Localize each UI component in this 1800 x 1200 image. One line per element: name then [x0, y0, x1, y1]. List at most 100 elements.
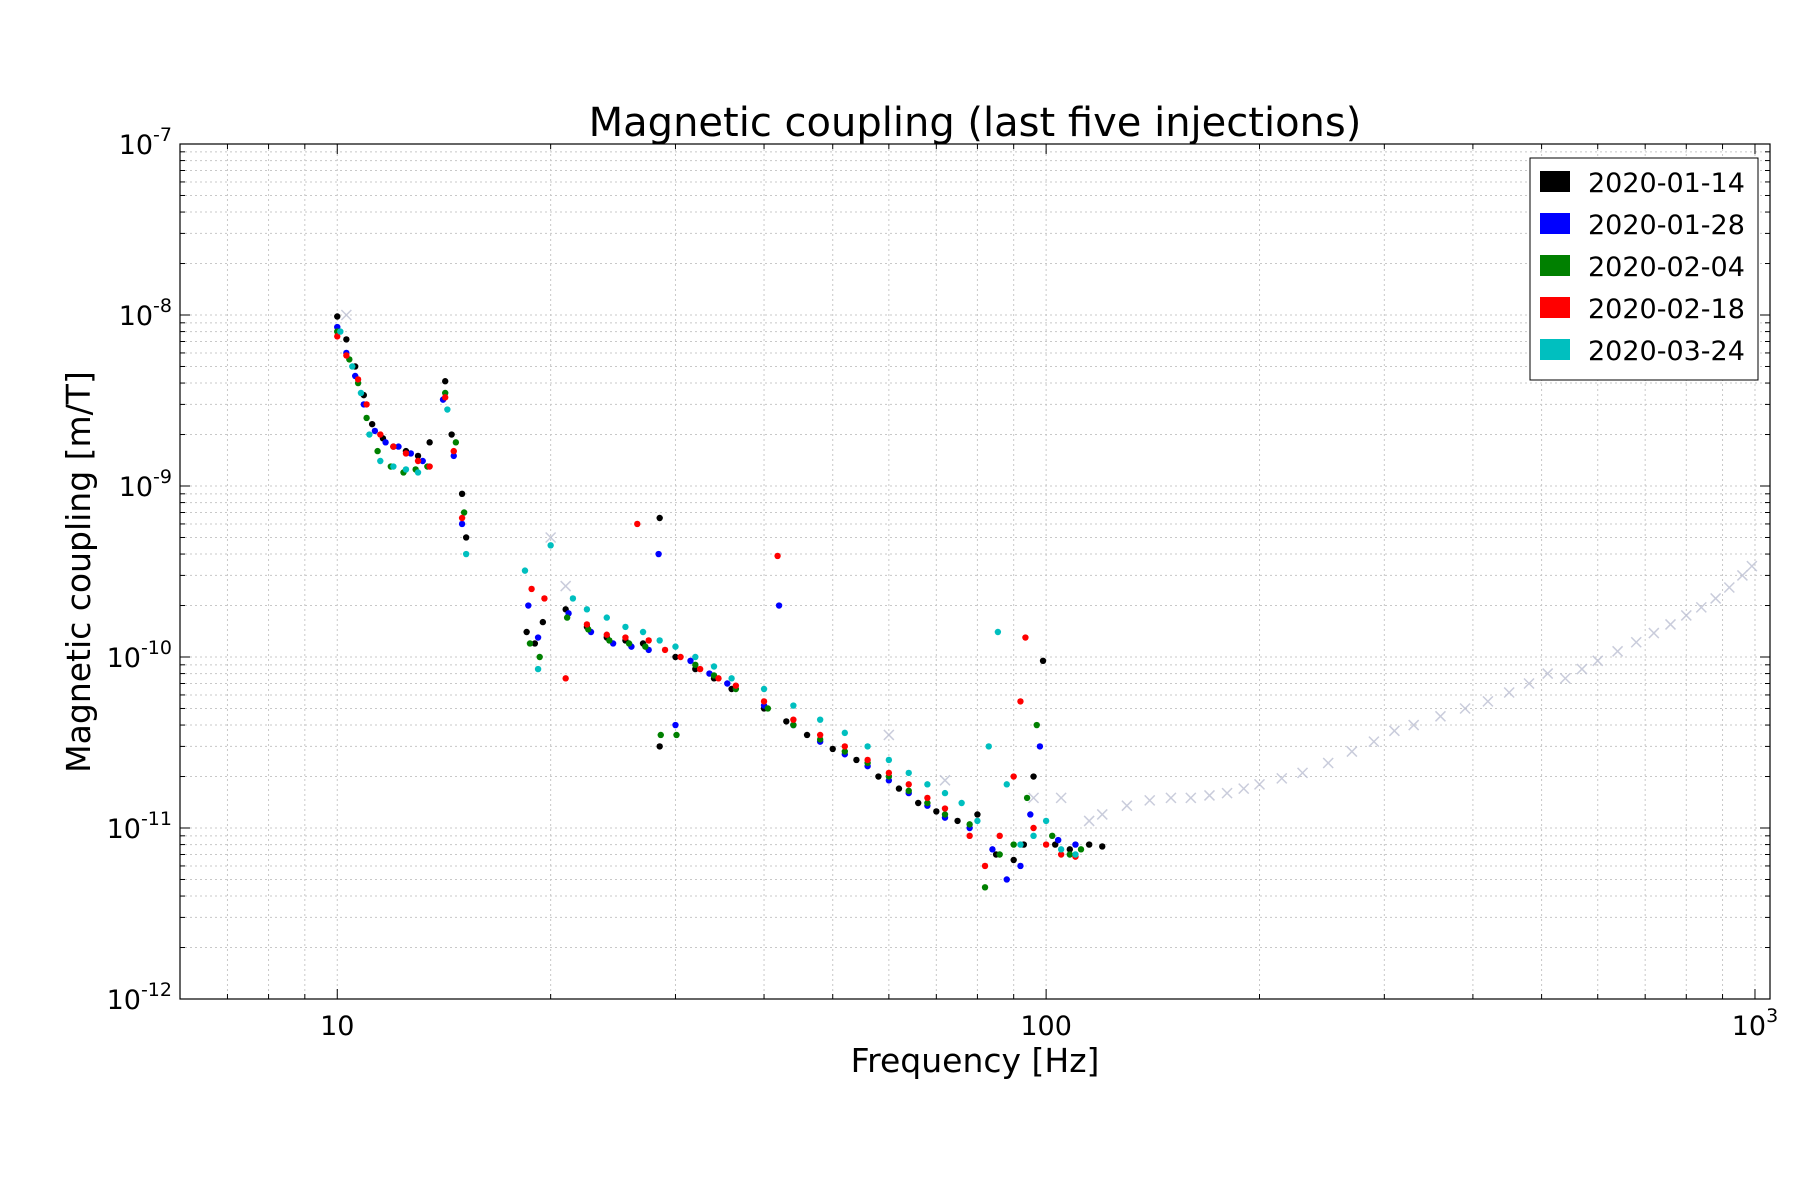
data-point: [885, 756, 893, 764]
data-point: [563, 614, 571, 621]
data-point: [924, 781, 931, 788]
data-point: [382, 439, 389, 446]
legend-swatch: [1540, 255, 1570, 276]
data-point: [941, 805, 949, 812]
data-point: [414, 457, 422, 465]
data-point: [692, 661, 699, 669]
data-point: [974, 811, 981, 818]
data-point: [715, 675, 722, 682]
data-point: [539, 618, 547, 626]
data-point: [374, 447, 381, 455]
data-point: [816, 716, 824, 723]
data-point: [954, 817, 961, 825]
upper-limit-marker: [1695, 601, 1707, 613]
data-point: [1057, 851, 1065, 858]
data-point: [864, 756, 871, 764]
data-point: [732, 682, 740, 689]
data-point: [774, 552, 781, 560]
data-point: [790, 716, 797, 723]
data-point: [569, 595, 577, 602]
data-point: [562, 675, 569, 682]
data-point: [377, 431, 384, 438]
upper-limit-marker: [1576, 663, 1588, 675]
legend-swatch: [1540, 213, 1570, 234]
data-point: [1085, 841, 1093, 848]
data-point: [639, 628, 647, 636]
upper-limit-marker: [560, 580, 572, 592]
data-point: [966, 821, 973, 828]
data-point: [531, 640, 539, 647]
data-point: [354, 376, 362, 383]
data-point: [402, 450, 410, 457]
data-point: [642, 643, 649, 650]
y-tick-label: 10-10: [107, 637, 172, 674]
x-tick-label: 100: [1020, 1011, 1072, 1042]
data-point: [677, 653, 684, 661]
data-point: [760, 685, 768, 693]
data-point: [728, 675, 735, 682]
data-point: [1017, 698, 1024, 705]
data-point: [645, 637, 652, 644]
series-2020-02-18: [334, 333, 1079, 870]
data-point: [366, 431, 373, 438]
legend-label: 2020-03-24: [1588, 336, 1745, 367]
data-point: [363, 401, 370, 408]
data-point: [534, 665, 542, 673]
data-point: [724, 680, 731, 687]
data-point: [450, 447, 457, 455]
data-point: [390, 463, 397, 470]
data-point: [656, 743, 663, 750]
data-point: [462, 550, 470, 558]
upper-limit-marker: [1238, 783, 1250, 795]
y-tick-label: 10-9: [119, 466, 172, 503]
data-point: [994, 628, 1002, 636]
legend-label: 2020-02-18: [1588, 294, 1745, 325]
axis-ticks: [179, 143, 1770, 1000]
data-point: [895, 785, 903, 792]
upper-limit-marker: [1723, 581, 1735, 594]
data-point: [941, 811, 949, 818]
data-point: [924, 799, 931, 807]
legend-label: 2020-02-04: [1588, 252, 1745, 283]
data-point: [395, 443, 402, 450]
data-point: [1052, 841, 1059, 848]
data-point: [1066, 851, 1074, 858]
upper-limit-markers: [340, 309, 1758, 827]
data-point: [687, 657, 694, 665]
upper-limit-marker: [1542, 668, 1554, 680]
data-point: [603, 614, 610, 621]
data-point: [583, 621, 591, 628]
upper-limit-marker: [1612, 645, 1624, 657]
data-point: [349, 363, 356, 370]
data-point: [996, 832, 1003, 840]
data-point: [1027, 811, 1034, 818]
upper-limit-marker: [883, 729, 895, 741]
y-tick-label: 10-8: [119, 295, 172, 332]
data-point: [343, 336, 350, 343]
upper-limit-marker: [340, 309, 352, 321]
data-point: [672, 643, 679, 650]
data-point: [661, 646, 669, 654]
data-point: [547, 542, 554, 549]
data-point: [655, 550, 662, 558]
upper-limit-marker: [1253, 778, 1266, 790]
data-point: [448, 431, 455, 438]
data-point: [414, 469, 422, 476]
data-point: [853, 756, 860, 764]
upper-limit-marker: [1322, 757, 1334, 769]
data-point: [419, 457, 426, 465]
data-point: [672, 653, 679, 661]
data-point: [368, 420, 376, 428]
data-point: [985, 743, 992, 750]
data-point: [905, 781, 912, 788]
upper-limit-marker: [1482, 695, 1494, 707]
data-point: [696, 665, 704, 673]
data-point: [625, 640, 633, 647]
data-point: [692, 653, 699, 661]
y-tick-label: 10-11: [107, 808, 172, 845]
data-point: [603, 631, 610, 638]
data-point: [790, 721, 797, 729]
data-point: [1072, 841, 1079, 848]
data-point: [1010, 841, 1017, 848]
upper-limit-marker: [1221, 787, 1233, 799]
